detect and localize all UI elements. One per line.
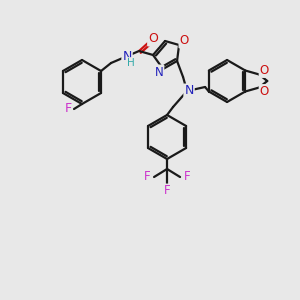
Text: F: F xyxy=(164,184,170,197)
Text: N: N xyxy=(122,50,132,64)
Text: N: N xyxy=(184,85,194,98)
Text: N: N xyxy=(155,65,164,79)
Text: F: F xyxy=(64,103,72,116)
Text: O: O xyxy=(260,64,269,77)
Text: O: O xyxy=(148,32,158,46)
Text: F: F xyxy=(184,170,190,184)
Text: H: H xyxy=(127,58,135,68)
Text: O: O xyxy=(260,85,269,98)
Text: O: O xyxy=(179,34,189,47)
Text: F: F xyxy=(144,170,150,184)
